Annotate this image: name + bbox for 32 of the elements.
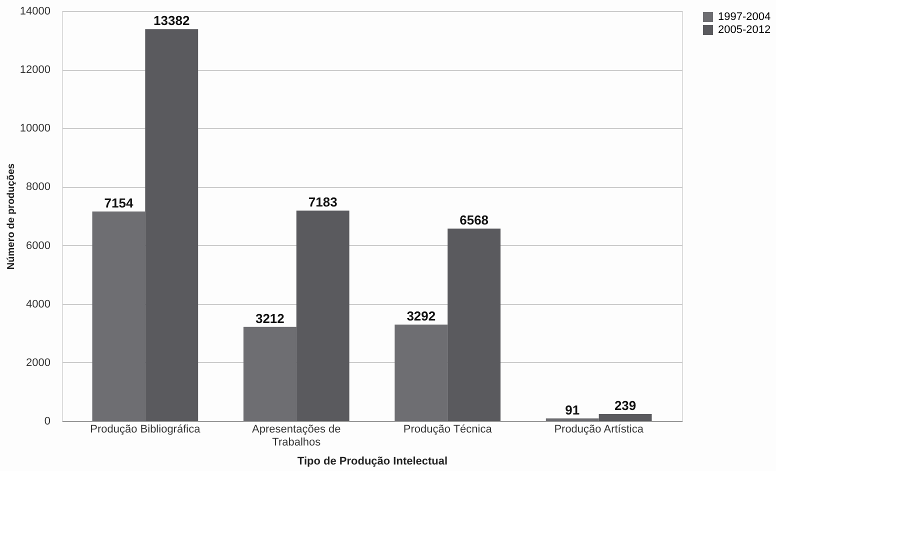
bar <box>394 324 448 421</box>
bar <box>296 210 350 421</box>
x-tick-label: Produção Técnica <box>403 424 493 436</box>
x-tick-label: Produção Bibliográfica <box>90 424 202 436</box>
x-tick-label: Apresentações de Trabalhos <box>252 424 341 448</box>
y-tick-label: 8000 <box>26 181 50 194</box>
data-label: 91 <box>565 402 580 418</box>
bar <box>598 414 652 421</box>
legend-label: 1997-2004 <box>718 11 771 23</box>
data-label: 13382 <box>154 13 190 28</box>
x-axis-title: Tipo de Produção Intelectual <box>297 456 448 468</box>
y-tick-label: 12000 <box>20 64 50 76</box>
bar <box>243 326 296 421</box>
data-label: 3212 <box>255 310 284 326</box>
data-label: 239 <box>614 398 636 413</box>
y-tick-label: 2000 <box>26 356 50 369</box>
bar <box>145 29 198 421</box>
data-label: 3292 <box>406 308 436 324</box>
y-tick-label: 14000 <box>20 6 50 18</box>
bar <box>546 418 599 421</box>
bar <box>92 211 146 421</box>
data-label: 7183 <box>308 194 338 210</box>
data-label: 7154 <box>104 195 134 210</box>
y-tick-label: 6000 <box>26 240 50 252</box>
y-tick-label: 4000 <box>26 298 50 310</box>
y-tick-label: 10000 <box>20 122 50 135</box>
bar <box>448 228 501 421</box>
y-axis-title: Número de produções <box>6 163 17 270</box>
x-tick-label: Produção Artística <box>554 424 644 436</box>
y-tick-label: 0 <box>44 416 50 428</box>
legend-label: 2005-2012 <box>718 24 771 36</box>
data-label: 6568 <box>460 212 489 228</box>
